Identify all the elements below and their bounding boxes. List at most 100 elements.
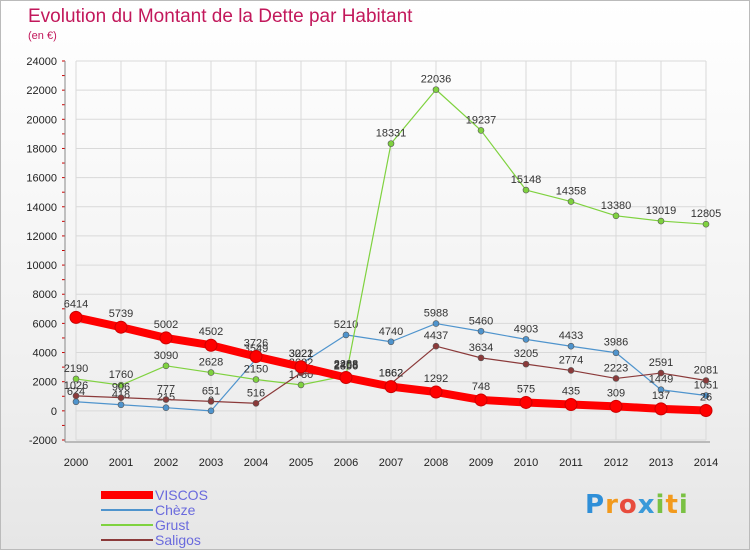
data-point-viscos — [294, 360, 308, 374]
data-point-viscos — [699, 403, 713, 417]
data-label-viscos: 1662 — [379, 368, 403, 380]
data-label-saligos: 1862 — [379, 368, 403, 380]
data-label-grust: 22036 — [421, 74, 452, 86]
x-tick-label: 2000 — [64, 457, 88, 469]
data-point-cheze — [207, 407, 215, 415]
data-label-cheze: 5460 — [469, 315, 493, 327]
x-tick-label: 2012 — [604, 457, 628, 469]
data-label-grust: 3090 — [154, 350, 178, 362]
x-tick-label: 2009 — [469, 457, 493, 469]
data-point-viscos — [159, 331, 173, 345]
data-label-viscos: 137 — [652, 390, 670, 402]
data-label-saligos: 2081 — [694, 365, 718, 377]
y-tick-label: 20000 — [26, 114, 57, 126]
y-tick-label: -2000 — [29, 435, 57, 447]
data-label-viscos: 4502 — [199, 326, 223, 338]
legend-swatch — [101, 538, 153, 541]
data-point-grust — [612, 212, 620, 220]
y-tick-label: 12000 — [26, 231, 57, 243]
data-point-viscos — [519, 395, 533, 409]
legend-label: VISCOS — [155, 486, 208, 503]
data-label-saligos: 2774 — [559, 354, 583, 366]
data-label-grust: 14358 — [556, 186, 587, 198]
data-point-saligos — [522, 360, 530, 368]
data-point-saligos — [657, 369, 665, 377]
legend-label: Saligos — [155, 531, 201, 548]
data-point-cheze — [477, 327, 485, 335]
data-point-saligos — [162, 396, 170, 403]
data-label-cheze: 3986 — [604, 337, 628, 349]
data-label-grust: 2628 — [199, 357, 223, 369]
data-label-viscos: 435 — [562, 386, 580, 398]
data-label-saligos: 3634 — [469, 342, 493, 354]
data-label-viscos: 309 — [607, 387, 625, 399]
data-label-cheze: 1449 — [649, 374, 673, 386]
data-point-cheze — [342, 331, 350, 339]
data-label-cheze: 3222 — [289, 348, 313, 360]
y-tick-label: 22000 — [26, 85, 57, 97]
data-point-cheze — [702, 392, 710, 399]
data-label-viscos: 2288 — [334, 358, 358, 370]
legend-item-grust: Grust — [101, 517, 208, 532]
data-point-saligos — [612, 375, 620, 382]
y-tick-label: 10000 — [26, 260, 57, 272]
data-label-grust: 13019 — [646, 205, 677, 217]
data-label-grust: 1760 — [109, 369, 133, 381]
data-point-cheze — [612, 349, 620, 357]
x-tick-label: 2006 — [334, 457, 358, 469]
data-label-cheze: 624 — [67, 386, 85, 398]
data-label-grust: 19237 — [466, 114, 497, 126]
data-label-grust: 13380 — [601, 200, 632, 212]
data-point-saligos — [252, 400, 260, 407]
data-point-grust — [567, 198, 575, 205]
data-label-viscos: 3726 — [244, 338, 268, 350]
x-tick-label: 2014 — [694, 457, 718, 469]
y-tick-label: 0 — [51, 406, 57, 418]
data-point-saligos — [117, 394, 125, 401]
data-label-saligos: 1026 — [64, 380, 88, 392]
data-point-grust — [297, 381, 305, 389]
x-tick-label: 2013 — [649, 457, 673, 469]
data-label-viscos: 26 — [700, 391, 712, 403]
data-label-grust: 2408 — [334, 360, 358, 372]
data-point-viscos — [474, 393, 488, 407]
data-point-cheze — [432, 320, 440, 327]
data-point-saligos — [432, 342, 440, 350]
data-label-grust: 2190 — [64, 363, 88, 375]
data-point-grust — [162, 362, 170, 370]
data-point-grust — [657, 217, 665, 225]
data-label-viscos: 1292 — [424, 373, 448, 385]
x-tick-label: 2001 — [109, 457, 133, 469]
legend-item-viscos: VISCOS — [101, 487, 208, 502]
data-label-grust: 12805 — [691, 208, 722, 220]
chart-subtitle: (en €) — [28, 30, 57, 42]
y-tick-label: 8000 — [33, 289, 57, 301]
chart-legend: VISCOS Chèze Grust Saligos — [101, 487, 208, 547]
data-label-saligos: 2591 — [649, 357, 673, 369]
data-point-grust — [387, 140, 395, 147]
data-label-grust: 18331 — [376, 128, 407, 140]
y-tick-label: 18000 — [26, 143, 57, 155]
data-point-cheze — [657, 386, 665, 394]
legend-swatch — [101, 490, 153, 499]
legend-label: Chèze — [155, 501, 196, 518]
data-label-saligos: 2223 — [604, 362, 628, 374]
data-point-viscos — [654, 402, 668, 416]
data-point-saligos — [207, 398, 215, 405]
data-point-cheze — [522, 336, 530, 343]
data-point-saligos — [477, 354, 485, 362]
data-point-grust — [522, 186, 530, 194]
y-tick-label: 6000 — [33, 318, 57, 330]
data-label-grust: 15148 — [511, 174, 542, 186]
data-point-viscos — [564, 398, 578, 412]
y-tick-label: 16000 — [26, 173, 57, 185]
data-point-grust — [207, 369, 215, 376]
x-tick-label: 2011 — [559, 457, 583, 469]
data-label-cheze: 4740 — [379, 326, 403, 338]
data-label-viscos: 748 — [472, 381, 490, 393]
data-label-viscos: 5002 — [154, 319, 178, 331]
legend-label: Grust — [155, 516, 190, 533]
data-point-cheze — [567, 342, 575, 350]
data-point-viscos — [339, 370, 353, 384]
